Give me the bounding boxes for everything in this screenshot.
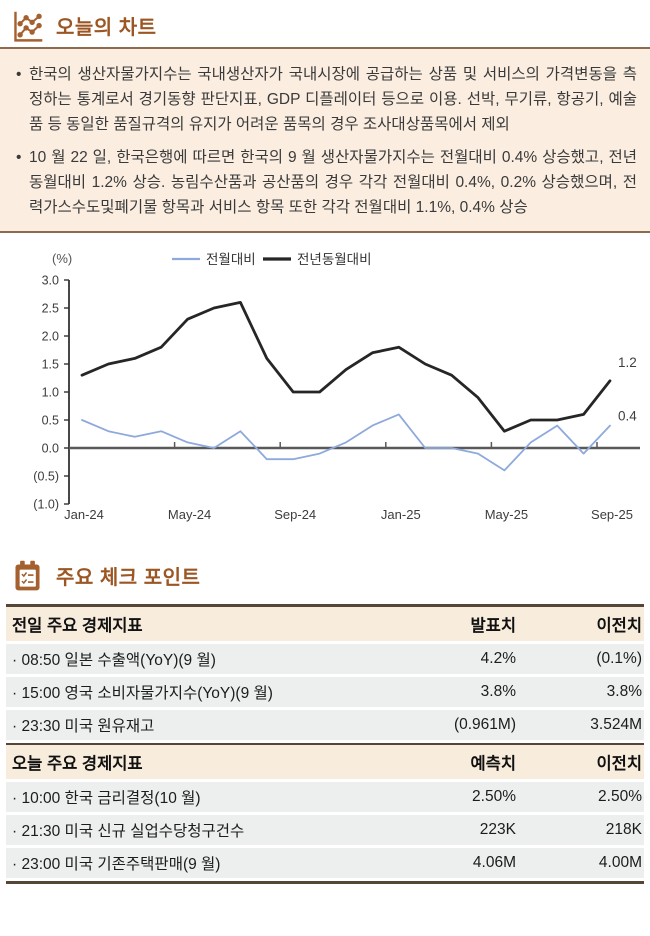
value-cell: 4.2%: [480, 649, 516, 667]
table-rule: [6, 881, 644, 884]
svg-text:May-24: May-24: [168, 507, 211, 522]
checkpoints-section-title: 주요 체크 포인트: [56, 567, 201, 589]
value-cell: 3.524M: [590, 715, 642, 733]
table-header-cell: 발표치: [470, 616, 516, 635]
table-header-yesterday: 전일 주요 경제지표 발표치 이전치: [6, 606, 644, 641]
section-divider: [0, 47, 650, 49]
indicator-label: · 23:00 미국 기존주택판매(9 월): [12, 856, 221, 873]
svg-text:May-25: May-25: [485, 507, 528, 522]
value-cell: 3.8%: [480, 682, 516, 700]
svg-text:1.0: 1.0: [42, 386, 59, 400]
table-rule: [6, 604, 644, 607]
svg-text:0.0: 0.0: [42, 442, 59, 456]
indicator-label: · 10:00 한국 금리결정(10 월): [12, 790, 201, 807]
svg-text:2.5: 2.5: [42, 302, 59, 316]
table-header-cell: 전일 주요 경제지표: [12, 616, 143, 635]
svg-text:2.0: 2.0: [42, 330, 59, 344]
svg-text:1.2: 1.2: [618, 355, 637, 370]
svg-text:(%): (%): [52, 251, 72, 266]
svg-text:0.4: 0.4: [618, 409, 637, 424]
indicator-label: · 08:50 일본 수출액(YoY)(9 월): [12, 651, 216, 669]
value-cell: 3.8%: [606, 682, 642, 700]
table-rule: [6, 742, 644, 745]
checklist-icon: [15, 560, 40, 591]
bullet-item: 10 월 22 일, 한국은행에 따르면 한국의 9 월 생산자물가지수는 전월…: [15, 145, 637, 220]
svg-text:0.5: 0.5: [42, 414, 59, 428]
table-row: · 23:00 미국 기존주택판매(9 월) 4.06M 4.00M: [6, 848, 644, 878]
econ-indicator-table: 전일 주요 경제지표 발표치 이전치 · 08:50 일본 수출액(YoY)(9…: [6, 604, 644, 884]
svg-text:Sep-25: Sep-25: [591, 507, 633, 522]
svg-text:(0.5): (0.5): [33, 470, 59, 484]
bullet-item: 한국의 생산자물가지수는 국내생산자가 국내시장에 공급하는 상품 및 서비스의…: [15, 62, 637, 137]
indicator-label: · 23:30 미국 원유재고: [12, 717, 155, 735]
value-cell: 2.50%: [472, 788, 516, 805]
svg-text:(1.0): (1.0): [33, 498, 59, 512]
svg-text:Jan-24: Jan-24: [64, 507, 104, 522]
value-cell: 223K: [479, 821, 516, 838]
ppi-line-chart: 3.0 2.5 2.0 1.5 1.0 0.5 0.0 (0.5) (1.0) (%) Jan-24…: [33, 251, 640, 522]
checkpoints-section-header: 주요 체크 포인트: [0, 550, 650, 596]
svg-text:1.5: 1.5: [42, 358, 59, 372]
indicator-label: · 21:30 미국 신규 실업수당청구건수: [12, 823, 245, 840]
y-axis: 3.0 2.5 2.0 1.5 1.0 0.5 0.0 (0.5) (1.0): [33, 274, 70, 512]
table-header-today: 오늘 주요 경제지표 예측치 이전치: [6, 745, 644, 779]
chart-section-header: 오늘의 차트: [0, 0, 650, 46]
series-line-0: [81, 413, 611, 472]
svg-text:Jan-25: Jan-25: [381, 507, 421, 522]
value-cell: 218K: [605, 821, 642, 838]
indicator-label: · 15:00 영국 소비자물가지수(YoY)(9 월): [12, 684, 273, 702]
value-cell: (0.961M): [453, 715, 516, 733]
value-cell: (0.1%): [596, 649, 642, 667]
table-row: · 21:30 미국 신규 실업수당청구건수 223K 218K: [6, 815, 644, 845]
value-cell: 4.06M: [472, 854, 516, 871]
line-chart-icon: [14, 11, 43, 42]
table-header-cell: 예측치: [470, 755, 516, 773]
svg-text:3.0: 3.0: [42, 274, 59, 288]
svg-text:Sep-24: Sep-24: [274, 507, 316, 522]
table-header-cell: 오늘 주요 경제지표: [12, 755, 143, 773]
summary-box: 한국의 생산자물가지수는 국내생산자가 국내시장에 공급하는 상품 및 서비스의…: [0, 49, 650, 233]
table-header-cell: 이전치: [596, 616, 642, 635]
series-line-1: [80, 301, 612, 433]
table-header-cell: 이전치: [596, 755, 642, 773]
svg-text:전년동월대비: 전년동월대비: [297, 252, 372, 267]
chart-legend: 전월대비 전년동월대비: [172, 252, 372, 267]
table-row: · 08:50 일본 수출액(YoY)(9 월) 4.2% (0.1%): [6, 643, 644, 674]
table-row: · 10:00 한국 금리결정(10 월) 2.50% 2.50%: [6, 782, 644, 812]
table-row: · 15:00 영국 소비자물가지수(YoY)(9 월) 3.8% 3.8%: [6, 676, 644, 707]
chart-section-title: 오늘의 차트: [56, 17, 157, 39]
table-row: · 23:30 미국 원유재고 (0.961M) 3.524M: [6, 709, 644, 740]
value-cell: 4.00M: [598, 854, 642, 871]
svg-text:전월대비: 전월대비: [206, 252, 256, 267]
value-cell: 2.50%: [598, 788, 642, 805]
x-axis: Jan-24 May-24 Sep-24 Jan-25 May-25 Sep-25: [64, 442, 633, 522]
